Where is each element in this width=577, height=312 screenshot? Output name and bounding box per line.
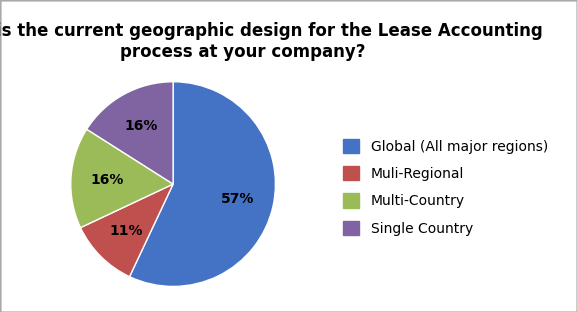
Text: 57%: 57% — [222, 192, 254, 206]
Wedge shape — [71, 129, 173, 228]
Wedge shape — [87, 82, 173, 184]
Legend: Global (All major regions), Muli-Regional, Multi-Country, Single Country: Global (All major regions), Muli-Regiona… — [338, 133, 553, 241]
Text: What is the current geographic design for the Lease Accounting
process at your c: What is the current geographic design fo… — [0, 22, 543, 61]
Wedge shape — [81, 184, 173, 277]
Text: 16%: 16% — [125, 119, 158, 133]
Text: 16%: 16% — [90, 173, 123, 187]
Text: 11%: 11% — [109, 224, 143, 238]
Wedge shape — [129, 82, 275, 286]
